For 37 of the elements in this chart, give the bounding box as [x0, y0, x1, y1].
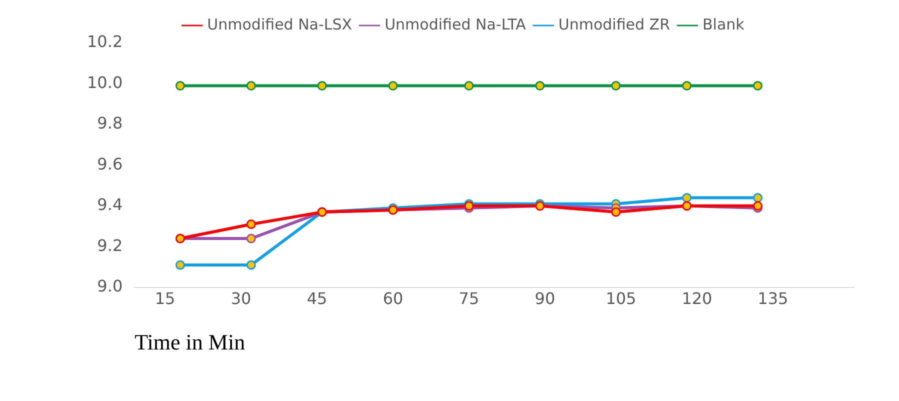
y-tick-label: 9.2 [97, 236, 123, 255]
point [317, 81, 327, 91]
y-tick-label: 9.0 [97, 276, 123, 296]
point [246, 81, 256, 91]
y-tick-label: 9.6 [97, 154, 123, 174]
point [388, 81, 398, 91]
legend-label: Unmodified ZR [558, 15, 670, 34]
point [175, 81, 185, 91]
point [682, 193, 692, 203]
legend-label: Blank [702, 15, 745, 34]
point [175, 260, 185, 270]
legend-label: Unmodified Na-LSX [207, 15, 352, 34]
point [752, 193, 762, 203]
x-tick-label: 105 [606, 289, 636, 308]
y-tick-label: 9.8 [97, 114, 123, 133]
point [682, 81, 692, 91]
y-tick-label: 10.2 [87, 32, 123, 52]
x-tick-label: 120 [682, 289, 712, 308]
x-tick-label: 15 [154, 289, 176, 308]
point [611, 207, 621, 217]
x-tick-label: 90 [534, 289, 556, 308]
legend-label: Unmodified Na-LTA [384, 15, 527, 34]
point [535, 81, 545, 91]
point [246, 220, 256, 230]
x-tick-label: 75 [458, 289, 480, 308]
point [246, 260, 256, 270]
x-tick-label: 45 [306, 289, 328, 308]
x-tick-label: 30 [230, 289, 252, 308]
point [752, 81, 762, 91]
y-tick-label: 10.0 [87, 72, 123, 92]
point [611, 81, 621, 91]
point [246, 234, 256, 244]
point [464, 81, 474, 91]
x-axis-title: Time in Min [134, 330, 246, 355]
y-tick-label: 9.4 [97, 195, 123, 214]
x-tick-label: 60 [382, 289, 404, 308]
x-tick-label: 135 [758, 289, 788, 308]
